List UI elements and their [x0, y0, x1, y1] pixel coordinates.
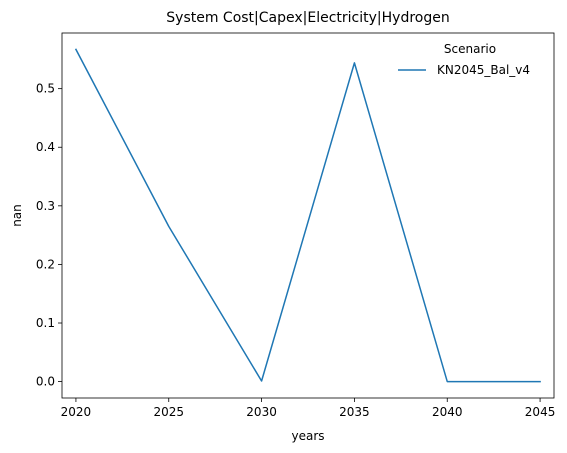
x-axis-label: years [291, 429, 324, 443]
x-tick-label: 2030 [246, 405, 277, 419]
y-tick-label: 0.3 [36, 199, 55, 213]
axis-ticks: 2020 2025 2030 2035 2040 2045 0.0 0.1 0.2 0.3 0.4 0… [36, 82, 555, 419]
series-line-0 [74, 48, 541, 383]
y-tick-label: 0.5 [36, 82, 55, 96]
x-tick-label: 2045 [525, 405, 556, 419]
y-axis-label: nan [10, 204, 24, 227]
y-tick-label: 0.0 [36, 375, 55, 389]
x-tick-label: 2035 [339, 405, 370, 419]
chart-title: System Cost|Capex|Electricity|Hydrogen [166, 10, 449, 26]
y-tick-label: 0.2 [36, 257, 55, 271]
x-tick-label: 2025 [153, 405, 184, 419]
plot-area-frame [61, 32, 555, 399]
y-tick-label: 0.4 [36, 140, 55, 154]
legend: Scenario KN2045_Bal_v4 [398, 42, 530, 77]
legend-entry-label: KN2045_Bal_v4 [437, 63, 530, 77]
legend-title: Scenario [444, 42, 496, 56]
y-tick-label: 0.1 [36, 316, 55, 330]
series-layer [74, 48, 541, 383]
x-tick-label: 2040 [432, 405, 463, 419]
x-tick-label: 2020 [61, 405, 92, 419]
